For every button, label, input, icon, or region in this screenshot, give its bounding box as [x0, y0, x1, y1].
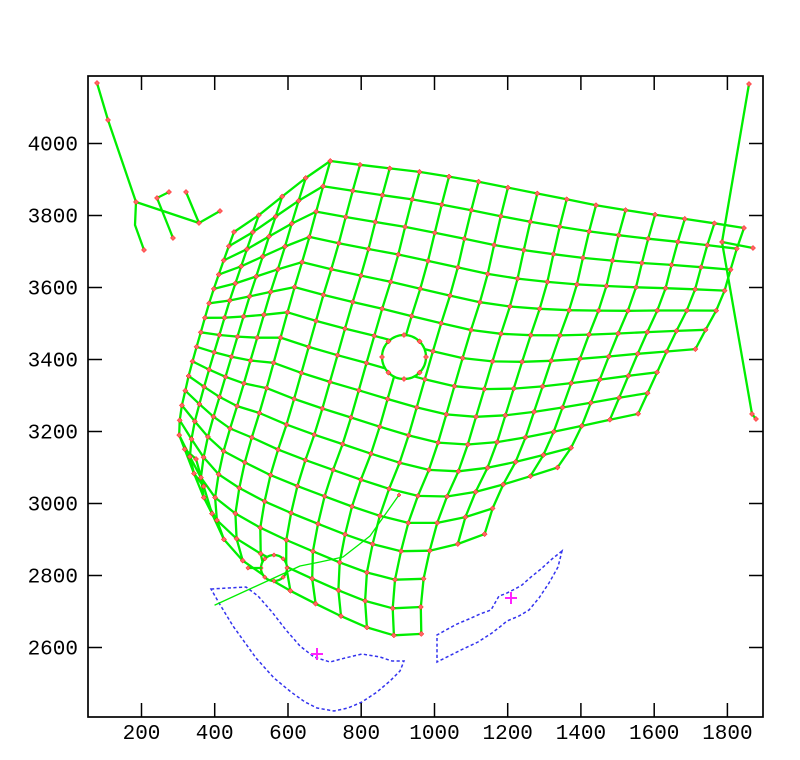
svg-text:4000: 4000	[28, 135, 78, 158]
svg-text:400: 400	[196, 723, 234, 746]
svg-text:800: 800	[342, 723, 380, 746]
svg-text:1400: 1400	[556, 723, 606, 746]
svg-text:3600: 3600	[28, 279, 78, 302]
svg-text:2800: 2800	[28, 567, 78, 590]
svg-text:1200: 1200	[482, 723, 532, 746]
svg-text:600: 600	[269, 723, 307, 746]
svg-text:3400: 3400	[28, 351, 78, 374]
svg-text:3200: 3200	[28, 423, 78, 446]
svg-text:1800: 1800	[702, 723, 752, 746]
svg-text:3000: 3000	[28, 495, 78, 518]
svg-text:200: 200	[123, 723, 161, 746]
svg-text:3800: 3800	[28, 207, 78, 230]
svg-text:1600: 1600	[629, 723, 679, 746]
svg-text:1000: 1000	[409, 723, 459, 746]
svg-text:2600: 2600	[28, 639, 78, 662]
